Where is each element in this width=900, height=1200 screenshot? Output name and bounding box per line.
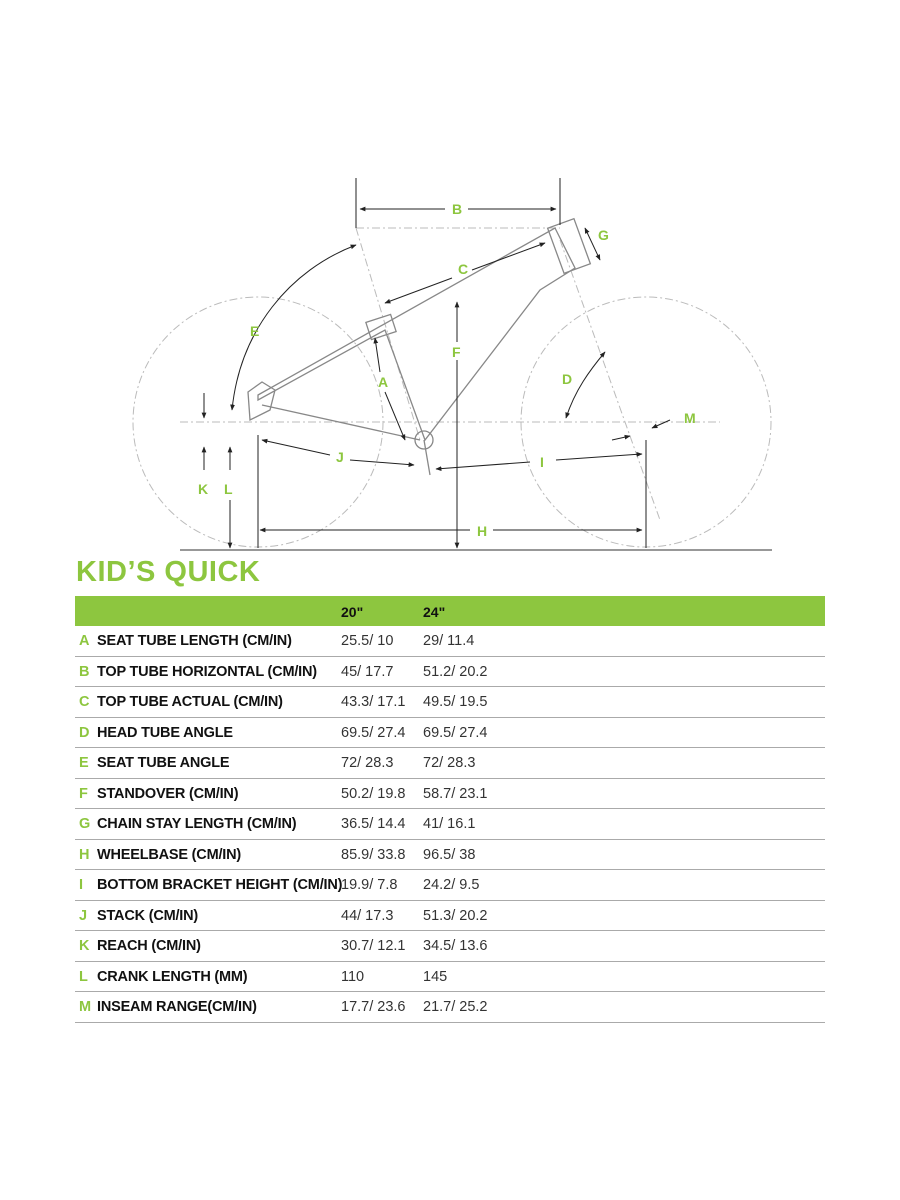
column-24: 24" (423, 604, 446, 620)
row-name: STANDOVER (CM/IN) (97, 785, 239, 802)
table-row: B TOP TUBE HORIZONTAL (CM/IN) 45/ 17.7 51.2… (75, 657, 825, 687)
row-letter: L (79, 968, 88, 985)
row-letter: K (79, 938, 90, 954)
row-letter: H (79, 846, 90, 863)
label-J: J (336, 449, 344, 465)
value-24: 58.7/ 23.1 (423, 785, 488, 802)
row-letter: F (79, 785, 88, 802)
table-row: L CRANK LENGTH (MM) 110 145 (75, 962, 825, 992)
value-24: 34.5/ 13.6 (423, 938, 488, 954)
value-20: 43.3/ 17.1 (341, 694, 406, 710)
value-20: 30.7/ 12.1 (341, 938, 406, 954)
table-row: E SEAT TUBE ANGLE 72/ 28.3 72/ 28.3 (75, 748, 825, 779)
table-header: 20" 24" (75, 596, 825, 626)
label-M: M (684, 410, 696, 426)
row-letter: J (79, 907, 88, 924)
table-row: G CHAIN STAY LENGTH (CM/IN) 36.5/ 14.4 41/ … (75, 809, 825, 840)
value-20: 36.5/ 14.4 (341, 816, 406, 832)
row-letter: C (79, 694, 90, 710)
row-name: REACH (CM/IN) (97, 938, 201, 954)
value-20: 45/ 17.7 (341, 663, 394, 680)
row-name: CHAIN STAY LENGTH (CM/IN) (97, 816, 297, 832)
value-20: 17.7/ 23.6 (341, 999, 406, 1015)
row-name: BOTTOM BRACKET HEIGHT (CM/IN) (97, 877, 343, 893)
table-row: C TOP TUBE ACTUAL (CM/IN) 43.3/ 17.1 49.5/ … (75, 687, 825, 718)
value-20: 44/ 17.3 (341, 907, 394, 924)
label-A: A (378, 374, 388, 390)
value-24: 69.5/ 27.4 (423, 724, 488, 741)
table-row: A SEAT TUBE LENGTH (CM/IN) 25.5/ 10 29/ 11.… (75, 626, 825, 657)
value-20: 72/ 28.3 (341, 755, 394, 771)
table-row: D HEAD TUBE ANGLE 69.5/ 27.4 69.5/ 27.4 (75, 718, 825, 748)
row-name: CRANK LENGTH (MM) (97, 968, 248, 985)
frame (257, 227, 576, 442)
label-D: D (562, 371, 572, 387)
value-24: 21.7/ 25.2 (423, 999, 488, 1015)
label-B: B (452, 201, 462, 217)
row-name: WHEELBASE (CM/IN) (97, 846, 242, 863)
value-20: 85.9/ 33.8 (341, 846, 406, 863)
row-letter: D (79, 724, 90, 741)
row-letter: E (79, 755, 89, 771)
label-I: I (540, 454, 544, 470)
page-title: KID’S QUICK (76, 556, 261, 588)
row-name: INSEAM RANGE(CM/IN) (97, 999, 257, 1015)
value-20: 69.5/ 27.4 (341, 724, 406, 741)
row-letter: G (79, 816, 91, 832)
row-letter: I (79, 877, 84, 893)
row-name: TOP TUBE HORIZONTAL (CM/IN) (97, 663, 317, 680)
value-24: 49.5/ 19.5 (423, 694, 488, 710)
table-row: F STANDOVER (CM/IN) 50.2/ 19.8 58.7/ 23.1 (75, 779, 825, 809)
value-24: 51.3/ 20.2 (423, 907, 488, 924)
row-name: TOP TUBE ACTUAL (CM/IN) (97, 694, 283, 710)
table-row: I BOTTOM BRACKET HEIGHT (CM/IN) 19.9/ 7.8 2… (75, 870, 825, 901)
row-letter: A (79, 633, 90, 649)
value-20: 110 (341, 968, 365, 985)
row-name: SEAT TUBE LENGTH (CM/IN) (97, 633, 292, 649)
geometry-table: 20" 24" A SEAT TUBE LENGTH (CM/IN) 25.5/ 1… (75, 596, 825, 1023)
label-F: F (452, 344, 461, 360)
label-E: E (250, 323, 259, 339)
value-20: 19.9/ 7.8 (341, 877, 398, 893)
row-letter: M (79, 999, 92, 1015)
table-row: J STACK (CM/IN) 44/ 17.3 51.3/ 20.2 (75, 901, 825, 931)
bike-geometry-diagram: B C G E A F D M J I K L H (132, 178, 772, 551)
value-20: 50.2/ 19.8 (341, 785, 406, 802)
table-row: M INSEAM RANGE(CM/IN) 17.7/ 23.6 21.7/ 25.2 (75, 992, 825, 1023)
value-20: 25.5/ 10 (341, 633, 394, 649)
row-name: SEAT TUBE ANGLE (97, 755, 230, 771)
label-C: C (458, 261, 468, 277)
value-24: 145 (423, 968, 448, 985)
column-20: 20" (341, 604, 364, 620)
label-L: L (224, 481, 233, 497)
row-name: STACK (CM/IN) (97, 907, 199, 924)
row-name: HEAD TUBE ANGLE (97, 724, 233, 741)
value-24: 72/ 28.3 (423, 755, 476, 771)
table-row: H WHEELBASE (CM/IN) 85.9/ 33.8 96.5/ 38 (75, 840, 825, 870)
label-H: H (477, 523, 487, 539)
value-24: 41/ 16.1 (423, 816, 476, 832)
label-K: K (198, 481, 208, 497)
value-24: 24.2/ 9.5 (423, 877, 480, 893)
value-24: 29/ 11.4 (423, 633, 475, 649)
table-row: K REACH (CM/IN) 30.7/ 12.1 34.5/ 13.6 (75, 931, 825, 962)
value-24: 96.5/ 38 (423, 846, 476, 863)
label-G: G (598, 227, 609, 243)
row-letter: B (79, 663, 90, 680)
value-24: 51.2/ 20.2 (423, 663, 488, 680)
